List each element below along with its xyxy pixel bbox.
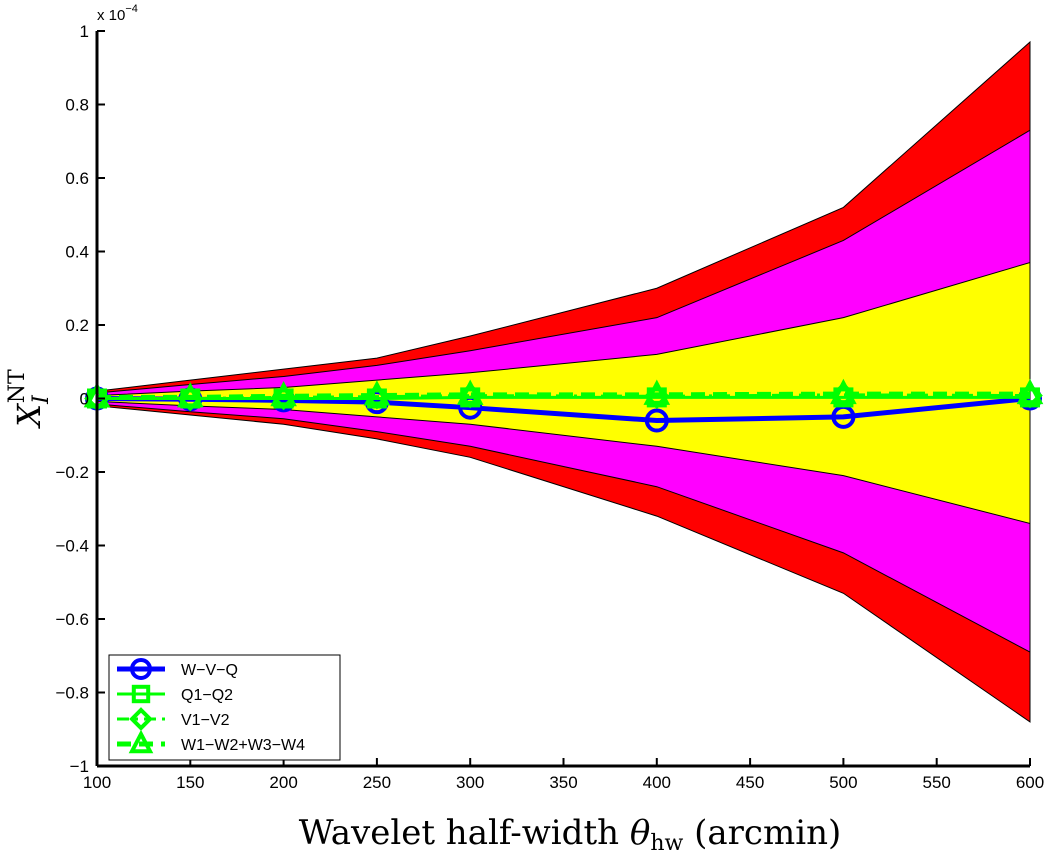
y-axis-title-superscript: NT <box>5 369 30 403</box>
legend-label: V1−V2 <box>181 712 230 729</box>
legend-marker <box>130 658 152 680</box>
x-axis-title-tail: (arcmin) <box>683 813 841 853</box>
x-tick-label: 350 <box>549 773 577 792</box>
y-tick-label: −0.6 <box>55 610 89 629</box>
y-tick-label: 0.2 <box>65 316 89 335</box>
y-axis-title-group: XINT <box>5 369 54 430</box>
legend-label: Q1−Q2 <box>181 687 233 704</box>
y-tick-label: 0.6 <box>65 169 89 188</box>
axes <box>95 30 1031 768</box>
data-point <box>176 382 204 408</box>
y-tick-label: −0.8 <box>55 684 89 703</box>
data-point <box>644 408 669 433</box>
legend-entry: V1−V2 <box>117 707 230 731</box>
series-line <box>97 391 1030 400</box>
legend: W−V−Q Q1−Q2 V1−V2 W1−W2+W3−W4 <box>108 654 341 761</box>
x-tick-label: 450 <box>736 773 764 792</box>
legend-entry: W1−W2+W3−W4 <box>117 729 305 754</box>
data-point <box>1016 378 1044 405</box>
legend-entry: W−V−Q <box>117 658 238 680</box>
y-tick-label: −0.4 <box>55 537 89 556</box>
series-4 <box>83 378 1044 408</box>
y-tick-label: 0 <box>80 390 89 409</box>
x-axis-title-subscript: hw <box>650 831 683 856</box>
x-axis-title: Wavelet half-width θhw (arcmin) <box>299 813 841 856</box>
x-tick-label: 250 <box>363 773 391 792</box>
x-axis-title-symbol: θ <box>630 813 650 853</box>
x-tick-label: 400 <box>643 773 671 792</box>
y-axis-title-subscript: I <box>29 394 54 405</box>
legend-marker <box>131 684 151 704</box>
y-axis-title-main: X <box>10 403 48 430</box>
y-axis-title: XINT <box>5 369 54 430</box>
legend-marker <box>129 707 153 731</box>
x-tick-label: 300 <box>456 773 484 792</box>
y-multiplier-exponent: −4 <box>125 3 138 15</box>
y-tick-label: 0.8 <box>65 96 89 115</box>
legend-label: W−V−Q <box>181 662 238 679</box>
data-series <box>83 378 1044 433</box>
x-tick-label: 200 <box>269 773 297 792</box>
x-tick-label: 150 <box>176 773 204 792</box>
tick-labels: 100 150 200 250 300 350 400 450 500 550 600 −1 −0.8 −… <box>55 22 1044 792</box>
legend-marker <box>128 729 154 754</box>
legend-entry: Q1−Q2 <box>117 684 233 704</box>
data-point <box>456 379 484 405</box>
y-tick-label: −1 <box>70 757 89 776</box>
x-tick-label: 550 <box>923 773 951 792</box>
data-point <box>643 379 671 405</box>
y-tick-label: 1 <box>80 22 89 41</box>
y-tick-label: 0.4 <box>65 243 89 262</box>
legend-label: W1−W2+W3−W4 <box>181 737 305 754</box>
x-tick-label: 600 <box>1016 773 1044 792</box>
x-tick-label: 100 <box>83 773 111 792</box>
data-point <box>270 381 297 407</box>
x-tick-label: 500 <box>829 773 857 792</box>
data-point <box>830 378 857 405</box>
x-axis-title-main: Wavelet half-width <box>299 813 630 853</box>
data-point <box>363 380 391 406</box>
y-multiplier-base: x 10 <box>97 7 125 24</box>
series-line <box>97 393 1031 400</box>
y-tick-label: −0.2 <box>55 463 89 482</box>
y-multiplier: x 10−4 <box>97 3 138 24</box>
